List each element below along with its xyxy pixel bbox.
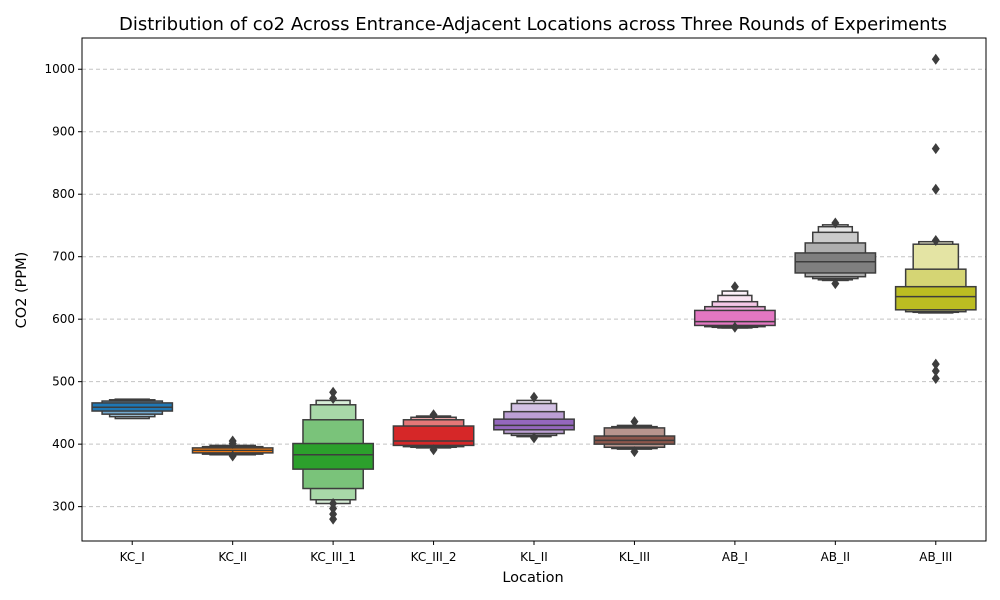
x-tick-label: KC_I: [120, 550, 145, 564]
box-group-ab-ii: [794, 217, 877, 290]
x-tick-label: AB_II: [821, 550, 851, 564]
x-tick-label: KC_II: [218, 550, 247, 564]
y-axis-ticks: 300 400 500 600 700 800 900 1000: [44, 62, 82, 514]
box-group-ab-i: [693, 281, 776, 333]
y-tick-label: 500: [52, 375, 75, 389]
outlier-point: [931, 183, 940, 195]
box-level: [794, 252, 877, 274]
chart-title: Distribution of co2 Across Entrance-Adja…: [119, 14, 947, 35]
outlier-point: [630, 416, 639, 428]
x-axis-ticks: KC_I KC_II KC_III_1 KC_III_2 KL_II KL_III AB_I…: [120, 541, 952, 564]
box-level: [392, 425, 475, 447]
y-tick-label: 600: [52, 312, 75, 326]
box-group-kl-iii: [593, 416, 676, 458]
y-tick-label: 700: [52, 250, 75, 264]
y-tick-label: 400: [52, 437, 75, 451]
x-tick-label: KC_III_2: [411, 550, 457, 564]
outlier-point: [329, 503, 338, 515]
outlier-point: [329, 393, 338, 405]
box-group-kc-ii: [191, 435, 274, 462]
x-tick-label: AB_I: [722, 550, 748, 564]
outlier-point: [329, 513, 338, 525]
outlier-point: [831, 217, 840, 229]
outlier-point: [831, 278, 840, 290]
box-level: [493, 418, 575, 431]
outlier-point: [931, 143, 940, 155]
outlier-point: [329, 386, 338, 398]
box-group-ab-iii: [894, 53, 977, 385]
boxen-series: [91, 53, 977, 525]
box-group-kc-iii-1: [292, 386, 375, 525]
box-group-kc-iii-2: [392, 409, 475, 456]
outlier-point: [530, 432, 538, 444]
outlier-point: [931, 358, 940, 370]
y-tick-label: 300: [52, 500, 75, 514]
outlier-point: [931, 53, 940, 65]
y-tick-label: 1000: [44, 62, 75, 76]
box-group-kc-i: [91, 398, 174, 420]
outlier-point: [429, 409, 438, 421]
y-axis-label: CO2 (PPM): [14, 252, 30, 329]
box-group-kl-ii: [493, 391, 575, 444]
outlier-point: [931, 234, 940, 246]
x-tick-label: KC_III_1: [310, 550, 356, 564]
y-tick-label: 900: [52, 125, 75, 139]
outlier-point: [630, 446, 639, 458]
outlier-point: [228, 438, 237, 450]
outlier-point: [530, 391, 538, 403]
outlier-point: [429, 444, 438, 456]
outlier-point: [228, 450, 237, 462]
outlier-point: [931, 365, 940, 377]
x-tick-label: AB_III: [919, 550, 952, 564]
outlier-point: [730, 281, 739, 293]
x-tick-label: KL_II: [520, 550, 548, 564]
plot-frame: [81, 37, 987, 542]
box-level: [292, 442, 375, 470]
x-tick-label: KL_III: [619, 550, 650, 564]
y-tick-label: 800: [52, 187, 75, 201]
x-axis-label: Location: [502, 570, 563, 586]
outlier-point: [931, 373, 940, 385]
outlier-point: [730, 321, 739, 333]
box-level: [894, 285, 977, 311]
